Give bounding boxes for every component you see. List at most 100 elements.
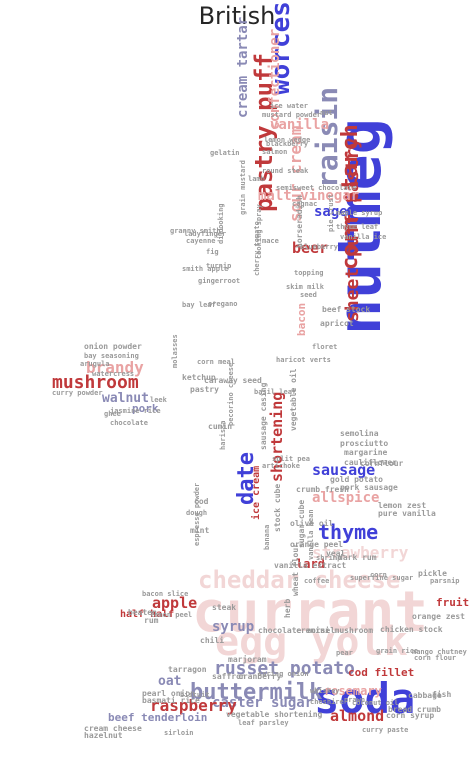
word-cornflour: cornflour	[360, 459, 404, 468]
word-lemon-zest: lemon zest	[378, 501, 427, 510]
word-cabbage: cabbage	[408, 691, 442, 700]
word-basmati-rice: basmati rice	[142, 696, 200, 705]
word-apple: apple	[152, 594, 198, 612]
word-vanilla: vanilla	[270, 117, 330, 133]
word-ice-water: ice water	[270, 102, 308, 110]
word-rosemary: rosemary	[324, 684, 382, 698]
word-watercress: watercress	[92, 370, 135, 378]
word-leek: leek	[150, 396, 167, 404]
chart-title: British	[198, 2, 276, 30]
word-corn-flour: corn flour	[414, 654, 457, 662]
word-pie-crust: pie crust	[327, 194, 335, 232]
word-cayenne: cayenne	[186, 237, 216, 245]
word-pastry: pastry	[190, 385, 219, 394]
word-leaf-parsley: leaf parsley	[238, 719, 289, 727]
word-corn: corn	[370, 571, 387, 579]
word-vanilla-extract: vanilla extract	[274, 561, 347, 570]
word-pearl-onion: pearl onion	[142, 689, 195, 698]
word-whiskey: whiskey	[310, 687, 340, 695]
word-grain-mustard: grain mustard	[239, 160, 247, 215]
word-parsnip: parsnip	[430, 577, 460, 585]
word-seed: seed	[300, 291, 317, 299]
word-basil-leaf: basil leaf	[254, 388, 297, 396]
word-coffee: coffee	[304, 577, 330, 585]
word-bacon-slice: bacon slice	[142, 590, 189, 598]
word-prawn: prawn	[344, 696, 366, 704]
word-beer: beer	[292, 239, 329, 257]
word-vanilla-ice: vanilla ice	[340, 233, 387, 241]
word-corn-meal: corn meal	[197, 358, 235, 366]
word-saffron: saffron	[212, 672, 246, 681]
word-currant: currant	[192, 580, 429, 645]
word-shrimp: shrimp	[316, 554, 342, 562]
word-banana: banana	[263, 524, 271, 550]
word-pecorino-cheese: pecorino cheese	[227, 362, 235, 426]
word-onion-powder: onion powder	[84, 342, 142, 351]
word-stock-cube: stock cube	[273, 483, 282, 532]
word-maple-syrup: maple syrup	[336, 209, 383, 217]
word-cod: cod	[194, 497, 209, 506]
word-olive-oil: olive oil	[290, 519, 334, 528]
word-rum: rum	[144, 616, 159, 625]
word-oat: oat	[158, 674, 182, 689]
word-vanilla-bean: vanilla bean	[307, 509, 315, 560]
word-beef-tenderloin: beef tenderloin	[108, 711, 208, 724]
word-cremini-mushroom: cremini mushroom	[296, 626, 374, 635]
word-walnut: walnut	[102, 391, 149, 406]
word-biscuit: biscuit	[180, 691, 210, 699]
word-ladyfinger: ladyfinger	[184, 230, 227, 238]
word-caster-sugar: caster sugar	[212, 695, 314, 711]
word-marjoram: marjoram	[228, 655, 267, 664]
word-cauliflower: cauliflower	[344, 458, 397, 467]
word-gingerroot: gingerroot	[198, 277, 241, 285]
word-espresso-powder: espresso powder	[193, 482, 201, 546]
word-mustard-powder: mustard powder	[262, 111, 322, 119]
word-margarine: margarine	[344, 448, 388, 457]
word-oregano: oregano	[208, 300, 238, 308]
word-mint: mint	[190, 526, 210, 535]
word-smith-apple: smith apple	[182, 265, 229, 273]
word-chili: chili	[200, 636, 225, 645]
word-half-half: half half	[120, 609, 175, 620]
word-hazelnut: hazelnut	[84, 731, 123, 740]
word-blueberry: blueberry	[300, 243, 338, 251]
word-coconut-oil: coconut oil	[352, 699, 399, 707]
word-egg-yolk: egg yolk	[215, 619, 408, 665]
word-haricot-verts: haricot verts	[276, 356, 331, 364]
word-pear: pear	[336, 649, 353, 657]
word-bacon: bacon	[295, 302, 308, 336]
word-orange-peel: orange peel	[290, 540, 343, 549]
word-spring-onion: spring onion	[258, 670, 309, 678]
word-tarragon: tarragon	[168, 665, 207, 674]
word-pork-sausage: pork sausage	[340, 483, 398, 492]
word-sage: sage	[314, 204, 348, 220]
word-soda: soda	[314, 674, 416, 723]
word-bread-crumb: bread crumb	[388, 705, 441, 714]
word-cod-fillet: cod fillet	[348, 666, 415, 679]
word-semolina: semolina	[340, 429, 379, 438]
word-wheat-flour: wheat flour	[291, 543, 300, 596]
word-vegetable-oil: vegetable oil	[289, 368, 298, 431]
word-chocolate: chocolate	[110, 419, 148, 427]
word-turnip: turnip	[206, 262, 232, 270]
word-floret: floret	[312, 343, 338, 351]
word-arugula: arugula	[80, 360, 110, 368]
word-lard: lard	[296, 557, 325, 571]
word-syrup: syrup	[212, 619, 255, 635]
word-curry-powder: curry powder	[52, 389, 103, 397]
word-sausage: sausage	[312, 461, 376, 479]
word-strawberry: strawberry	[312, 543, 409, 562]
word-artichoke: artichoke	[262, 462, 300, 470]
word-fish: fish	[432, 690, 452, 699]
word-mushroom: mushroom	[52, 372, 139, 393]
word-fruit: fruit	[436, 596, 470, 609]
word-semisweet-chocolate: semisweet chocolate	[276, 184, 357, 192]
word-crumb-fresh: crumb fresh	[296, 485, 349, 494]
word-beaten: beaten	[128, 608, 157, 617]
word-orange-zest: orange zest	[412, 612, 465, 621]
word-split-pea: split pea	[272, 455, 310, 463]
word-cream-cheese: cream cheese	[84, 724, 142, 733]
word-bay-seasoning: bay seasoning	[84, 352, 139, 360]
word-nut: nut	[320, 109, 333, 117]
